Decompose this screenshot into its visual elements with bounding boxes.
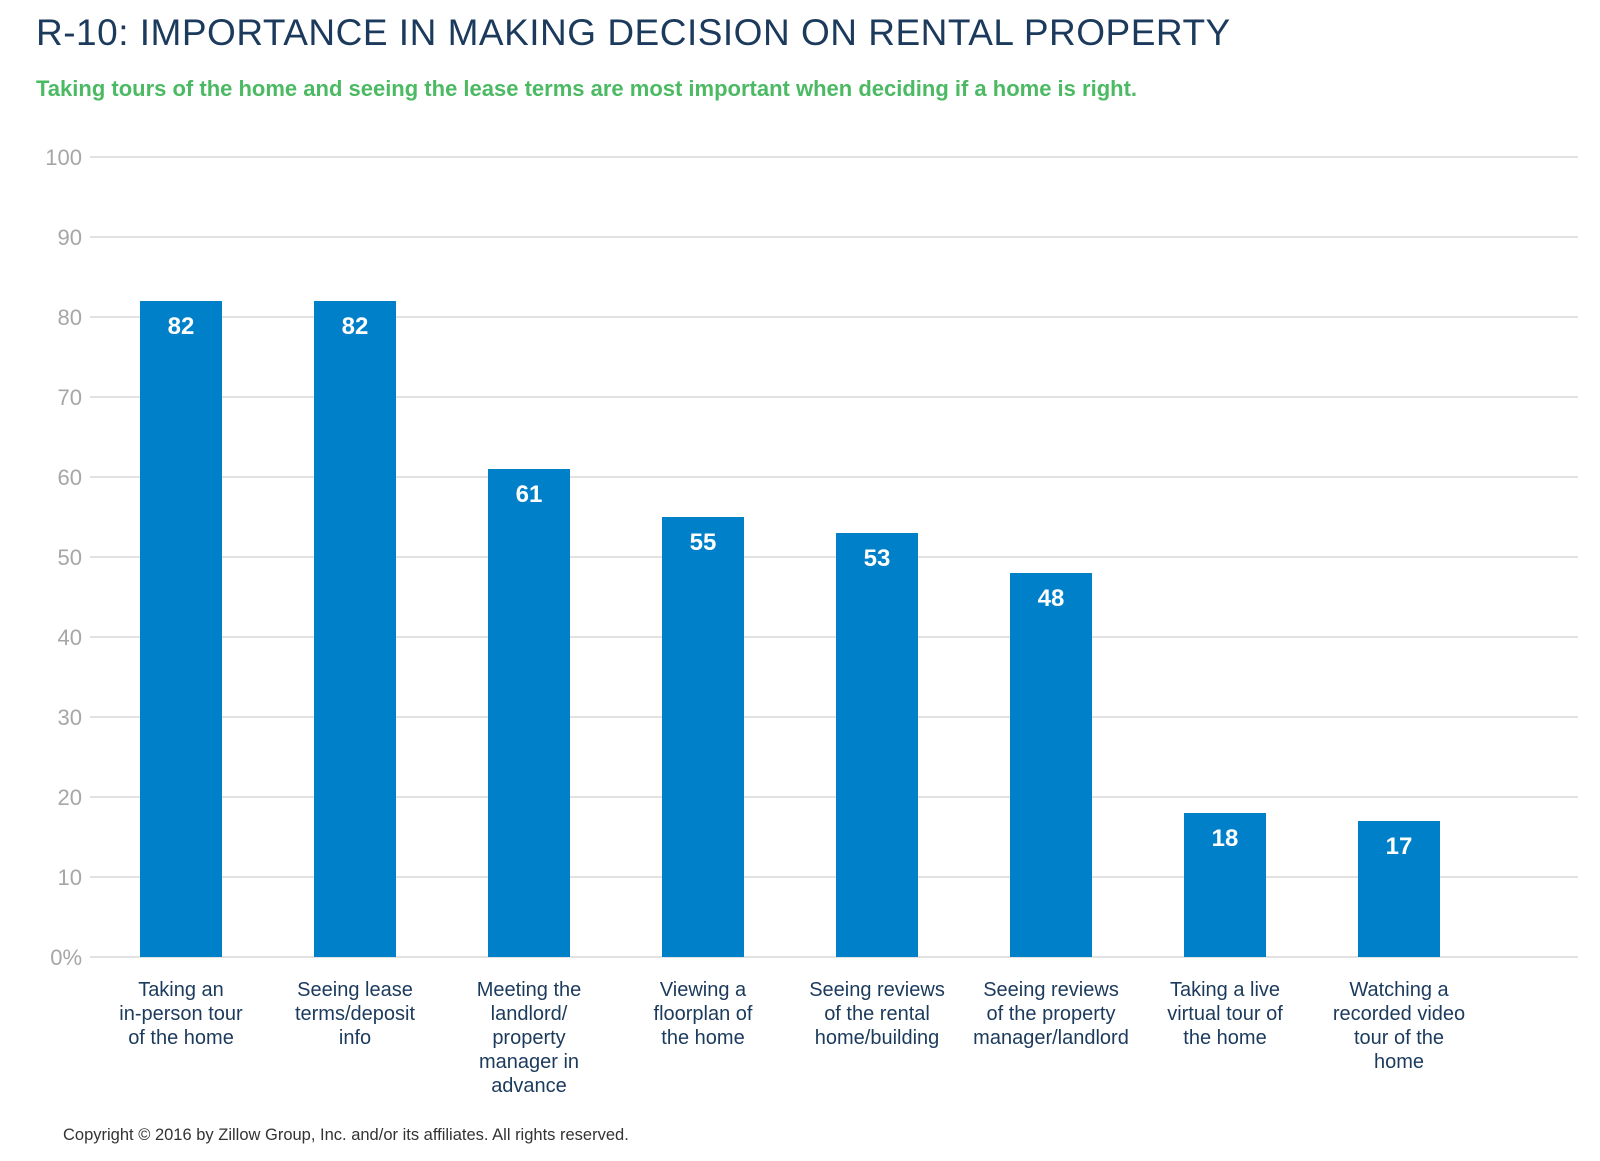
x-category-label-line: Taking an [138,979,224,1001]
bar [140,301,222,957]
x-category-label-line: advance [491,1075,567,1097]
y-tick-label: 0% [50,945,82,970]
x-category-label-line: home/building [814,1027,940,1049]
data-label: 18 [1212,825,1239,852]
y-tick-label: 90 [58,225,82,250]
data-label: 48 [1038,585,1065,612]
y-tick-label: 60 [58,465,82,490]
x-category-label: Taking a live virtual tour of the home [1145,978,1305,1050]
bar [662,517,744,957]
data-label: 61 [516,481,543,508]
data-label: 53 [864,545,891,572]
x-category-label-line: Taking a live [1169,979,1281,1001]
x-category-label-line: Viewing a [659,979,747,1001]
y-tick-label: 10 [58,865,82,890]
y-tick-label: 70 [58,385,82,410]
bar [314,301,396,957]
x-category-label-line: Watching a [1349,979,1449,1001]
x-category-label: Taking an in-person tour of the home [101,978,261,1050]
y-tick-label: 30 [58,705,82,730]
data-label: 17 [1386,833,1413,860]
y-tick-label: 100 [45,145,82,170]
copyright-footer: Copyright © 2016 by Zillow Group, Inc. a… [63,1126,629,1144]
x-category-label-line: recorded video [1332,1003,1466,1025]
x-category-label-line: floorplan of [653,1003,753,1025]
x-category-label-line: the home [1183,1027,1267,1049]
x-category-label-line: Seeing lease [297,979,413,1001]
chart-subtitle: Taking tours of the home and seeing the … [36,76,1138,101]
x-category-label-line: the home [661,1027,745,1049]
x-category-label-line: of the property [986,1003,1116,1025]
data-label: 82 [342,313,369,340]
bar [488,469,570,957]
bar [1010,573,1092,957]
y-tick-label: 20 [58,785,82,810]
x-category-label-line: terms/deposit [294,1003,416,1025]
x-category-label-line: Seeing reviews [809,979,945,1001]
x-category-label-line: of the rental [824,1003,930,1025]
bar [836,533,918,957]
x-category-label-line: of the home [128,1027,234,1049]
bar [1184,813,1266,957]
x-category-label-line: property [492,1027,566,1049]
x-category-label-line: tour of the [1353,1027,1445,1049]
data-label: 82 [168,313,195,340]
y-tick-label: 50 [58,545,82,570]
y-tick-label: 40 [58,625,82,650]
x-category-label: Seeing reviews of the rental home/building [797,978,957,1050]
x-category-label-line: virtual tour of [1167,1003,1283,1025]
x-category-label-line: Meeting the [476,979,582,1001]
x-category-label-line: in-person tour [119,1003,243,1025]
x-category-label-line: Seeing reviews [983,979,1119,1001]
x-category-label-line: info [338,1027,372,1049]
x-category-label-line: manager/landlord [973,1027,1129,1049]
x-category-label: Seeing reviews of the property manager/lan… [971,978,1131,1050]
chart-title: R-10: IMPORTANCE IN MAKING DECISION ON R… [36,12,1231,53]
bar [1358,821,1440,957]
x-category-label: Meeting the landlord/property manager in ad… [449,978,609,1098]
x-category-label-line: manager in [478,1051,580,1073]
x-category-label: Seeing lease terms/deposit info [275,978,435,1050]
x-category-label-line: home [1373,1051,1425,1073]
x-category-label: Watching a recorded video tour of the home [1319,978,1479,1074]
y-tick-label: 80 [58,305,82,330]
x-category-label: Viewing a floorplan of the home [623,978,783,1050]
x-category-label-line: landlord/ [490,1003,568,1025]
data-label: 55 [690,529,717,556]
